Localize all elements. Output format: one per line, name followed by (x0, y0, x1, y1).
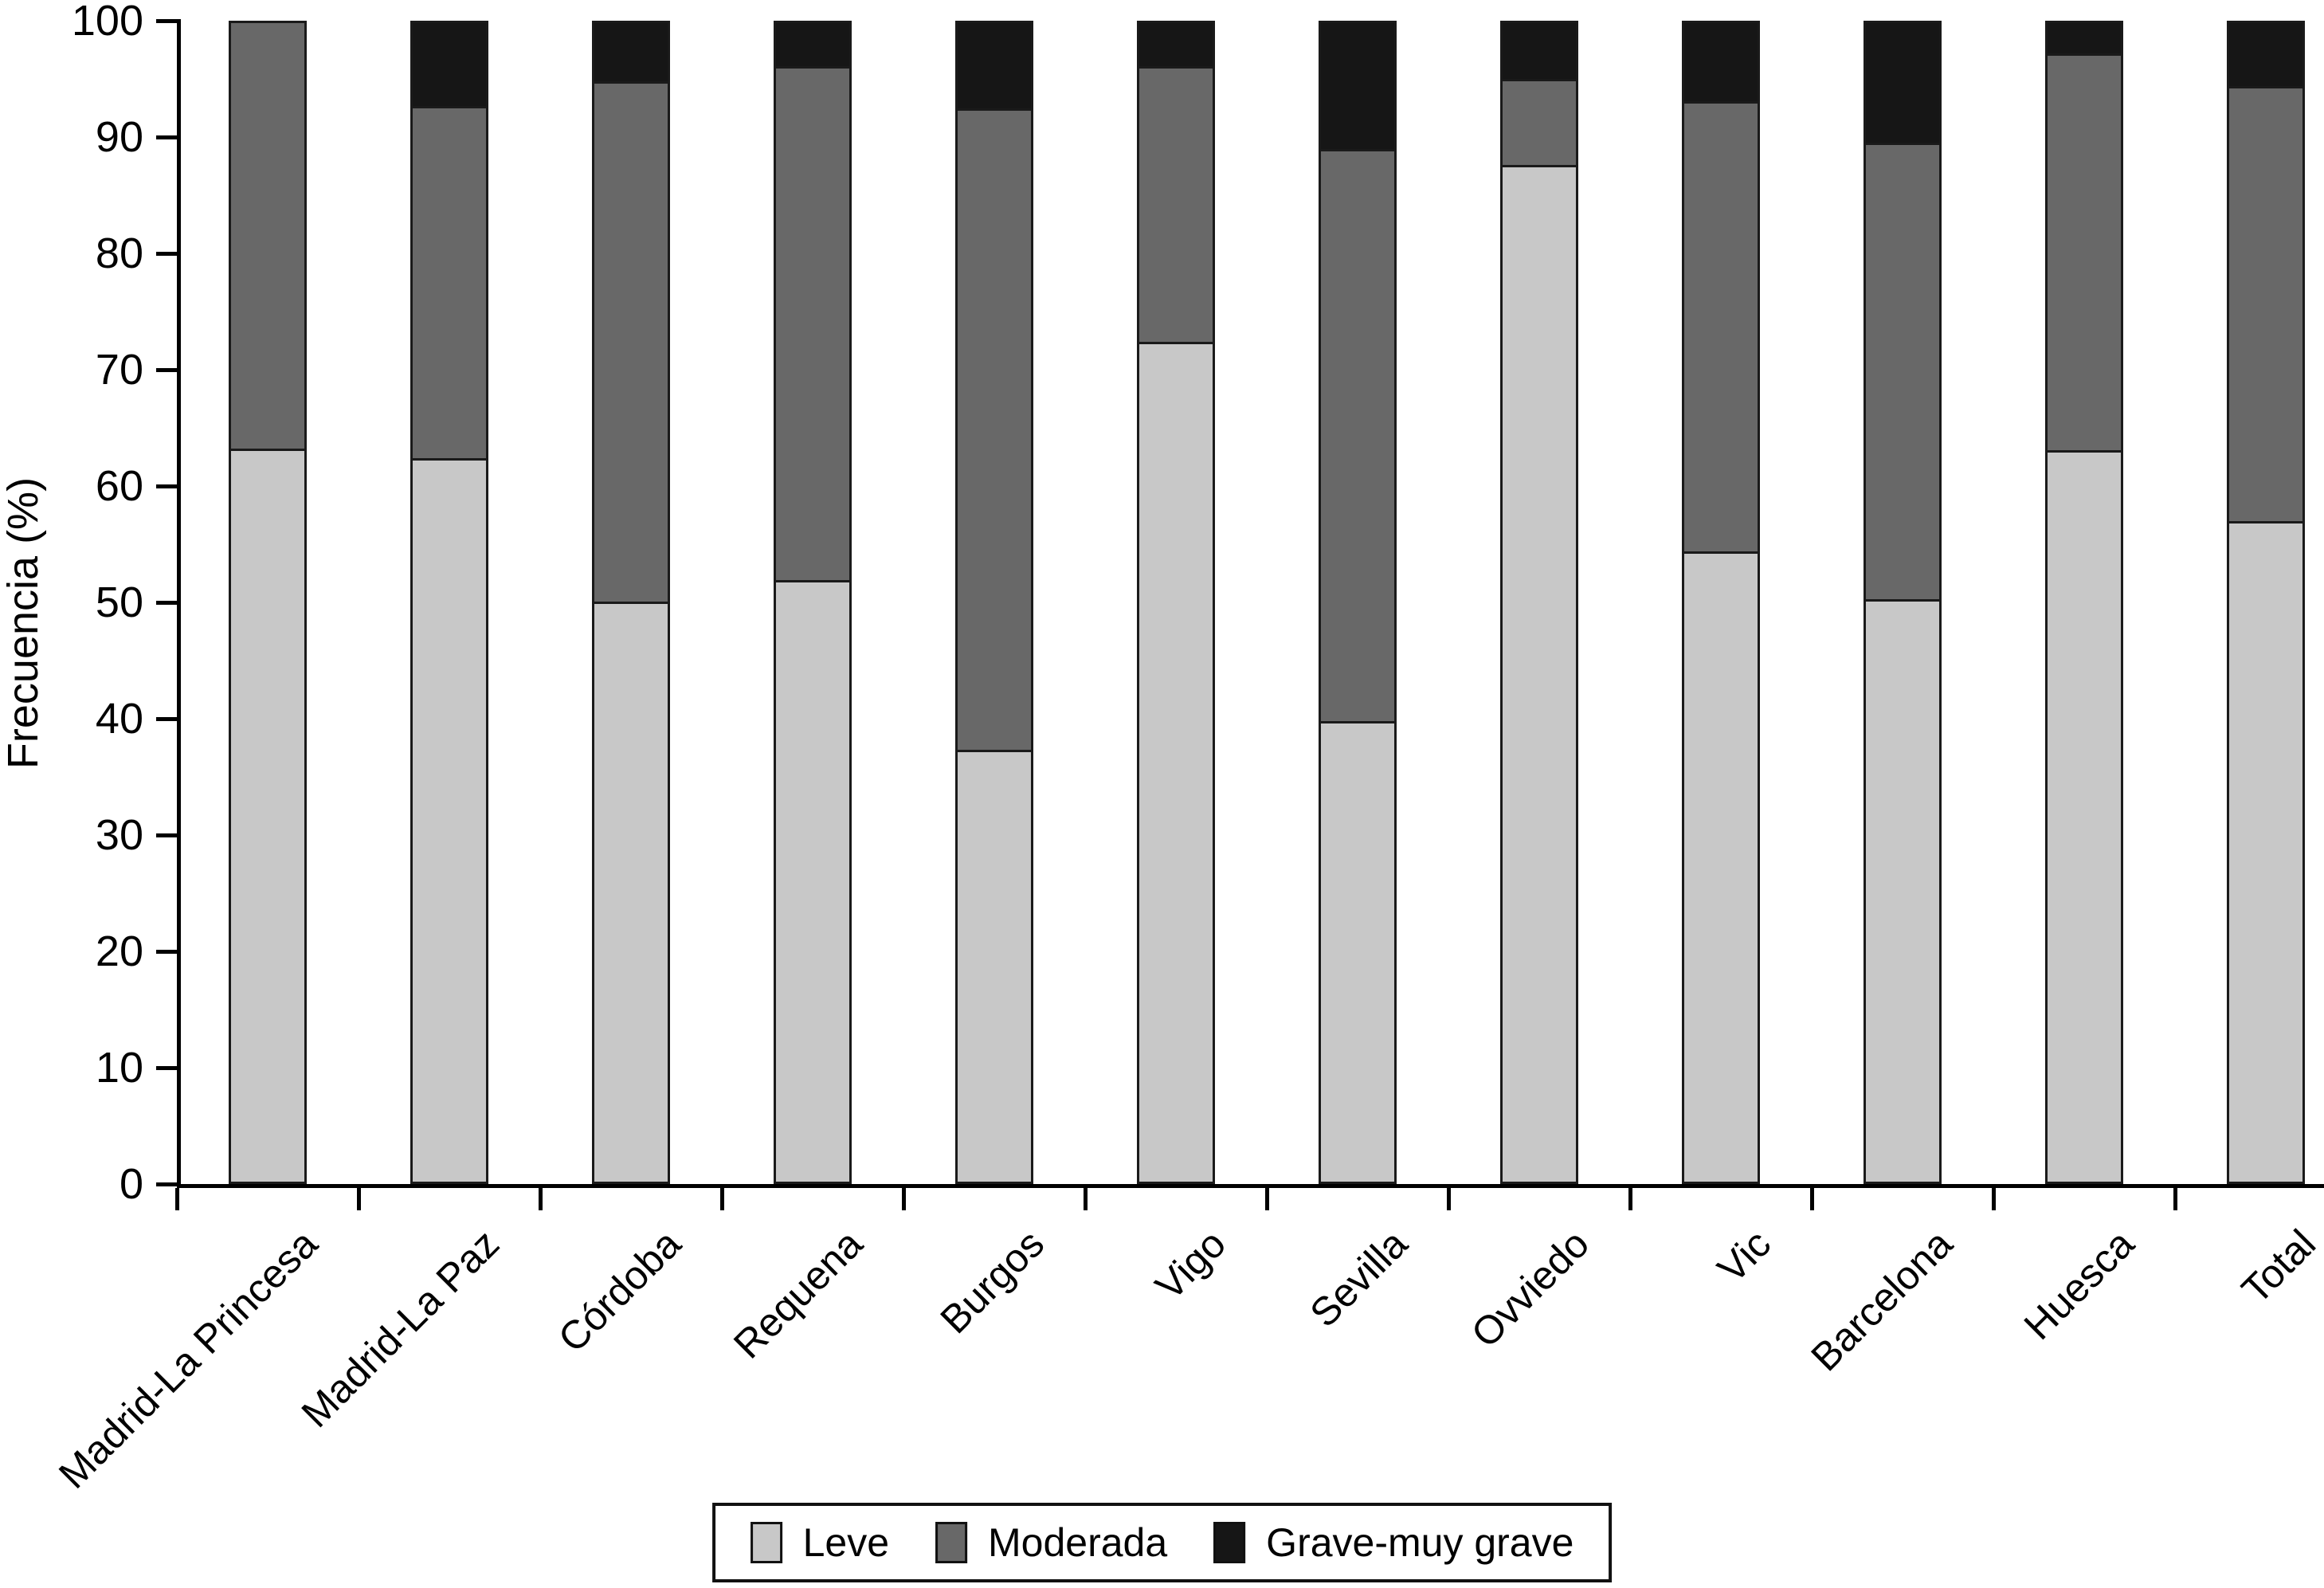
legend: Leve Moderada Grave-muy grave (711, 1503, 1613, 1582)
y-axis-tick-90 (156, 135, 177, 139)
y-axis-tick-label-70: 70 (95, 346, 143, 394)
legend-swatch-leve (750, 1522, 782, 1563)
y-axis (177, 19, 181, 1188)
x-axis (177, 1184, 2324, 1188)
x-axis-tick-10 (1992, 1188, 1996, 1210)
legend-entry-moderada: Moderada (935, 1522, 1167, 1563)
legend-label-leve: Leve (802, 1520, 890, 1565)
bar-segment-leve-2 (592, 601, 670, 1184)
bar-segment-grave-muy-grave-4 (955, 21, 1033, 111)
x-axis-tick-11 (2173, 1188, 2177, 1210)
bar-segment-moderada-11 (2227, 85, 2305, 523)
y-axis-tick-100 (156, 19, 177, 23)
y-axis-tick-label-90: 90 (95, 113, 143, 161)
y-axis-tick-60 (156, 484, 177, 488)
bar-segment-leve-7 (1500, 165, 1578, 1184)
y-axis-tick-0 (156, 1182, 177, 1186)
bar-segment-moderada-4 (955, 108, 1033, 753)
y-axis-tick-80 (156, 252, 177, 256)
legend-swatch-grave (1213, 1522, 1246, 1563)
y-axis-tick-label-100: 100 (71, 0, 143, 45)
y-axis-tick-10 (156, 1066, 177, 1070)
legend-swatch-moderada (935, 1522, 968, 1563)
bar-segment-leve-0 (229, 449, 307, 1184)
bar-segment-leve-11 (2227, 520, 2305, 1184)
x-axis-tick-3 (720, 1188, 724, 1210)
legend-entry-leve: Leve (750, 1522, 889, 1563)
x-axis-tick-2 (539, 1188, 543, 1210)
bar-segment-leve-1 (410, 457, 488, 1184)
bar-segment-grave-muy-grave-10 (2045, 21, 2123, 56)
x-axis-tick-9 (1810, 1188, 1814, 1210)
bar-segment-moderada-8 (1682, 100, 1760, 554)
bar-segment-moderada-1 (410, 105, 488, 461)
legend-entry-grave: Grave-muy grave (1213, 1522, 1574, 1563)
x-axis-category-label-0: Madrid-La Princesa (50, 1221, 327, 1497)
y-axis-tick-label-60: 60 (95, 462, 143, 510)
x-axis-tick-4 (902, 1188, 906, 1210)
bar-segment-leve-8 (1682, 551, 1760, 1184)
x-axis-tick-0 (175, 1188, 179, 1210)
y-axis-tick-40 (156, 717, 177, 721)
bar-segment-moderada-7 (1500, 79, 1578, 168)
bar-segment-grave-muy-grave-1 (410, 21, 488, 108)
bar-segment-grave-muy-grave-5 (1137, 21, 1215, 69)
legend-label-moderada: Moderada (988, 1520, 1168, 1565)
bar-segment-grave-muy-grave-2 (592, 21, 670, 84)
bar-segment-moderada-2 (592, 80, 670, 604)
bar-segment-grave-muy-grave-6 (1319, 21, 1397, 151)
y-axis-tick-30 (156, 833, 177, 837)
y-axis-tick-20 (156, 950, 177, 954)
y-axis-tick-50 (156, 601, 177, 605)
x-axis-tick-1 (357, 1188, 361, 1210)
x-axis-tick-6 (1265, 1188, 1269, 1210)
bar-segment-leve-9 (1864, 598, 1942, 1184)
bar-segment-leve-6 (1319, 720, 1397, 1184)
bar-segment-grave-muy-grave-9 (1864, 21, 1942, 146)
bar-segment-moderada-3 (774, 65, 852, 583)
bar-segment-leve-4 (955, 750, 1033, 1184)
x-axis-tick-5 (1084, 1188, 1088, 1210)
y-axis-tick-label-0: 0 (119, 1160, 143, 1208)
x-axis-tick-7 (1447, 1188, 1451, 1210)
bar-segment-leve-10 (2045, 449, 2123, 1184)
bar-segment-grave-muy-grave-3 (774, 21, 852, 69)
bar-segment-grave-muy-grave-11 (2227, 21, 2305, 88)
y-axis-tick-label-50: 50 (95, 578, 143, 626)
y-axis-tick-label-40: 40 (95, 695, 143, 743)
bar-segment-moderada-0 (229, 21, 307, 452)
bar-segment-moderada-9 (1864, 143, 1942, 602)
y-axis-tick-label-30: 30 (95, 811, 143, 859)
bar-segment-moderada-6 (1319, 148, 1397, 723)
bar-segment-leve-5 (1137, 341, 1215, 1184)
bar-segment-leve-3 (774, 580, 852, 1184)
bar-segment-grave-muy-grave-7 (1500, 21, 1578, 81)
y-axis-tick-label-10: 10 (95, 1044, 143, 1092)
y-axis-tick-70 (156, 368, 177, 372)
y-axis-tick-label-80: 80 (95, 229, 143, 277)
bar-segment-moderada-10 (2045, 53, 2123, 453)
legend-label-grave: Grave-muy grave (1266, 1520, 1574, 1565)
bar-segment-grave-muy-grave-8 (1682, 21, 1760, 104)
bar-segment-moderada-5 (1137, 65, 1215, 344)
y-axis-tick-label-20: 20 (95, 927, 143, 975)
x-axis-tick-8 (1628, 1188, 1632, 1210)
